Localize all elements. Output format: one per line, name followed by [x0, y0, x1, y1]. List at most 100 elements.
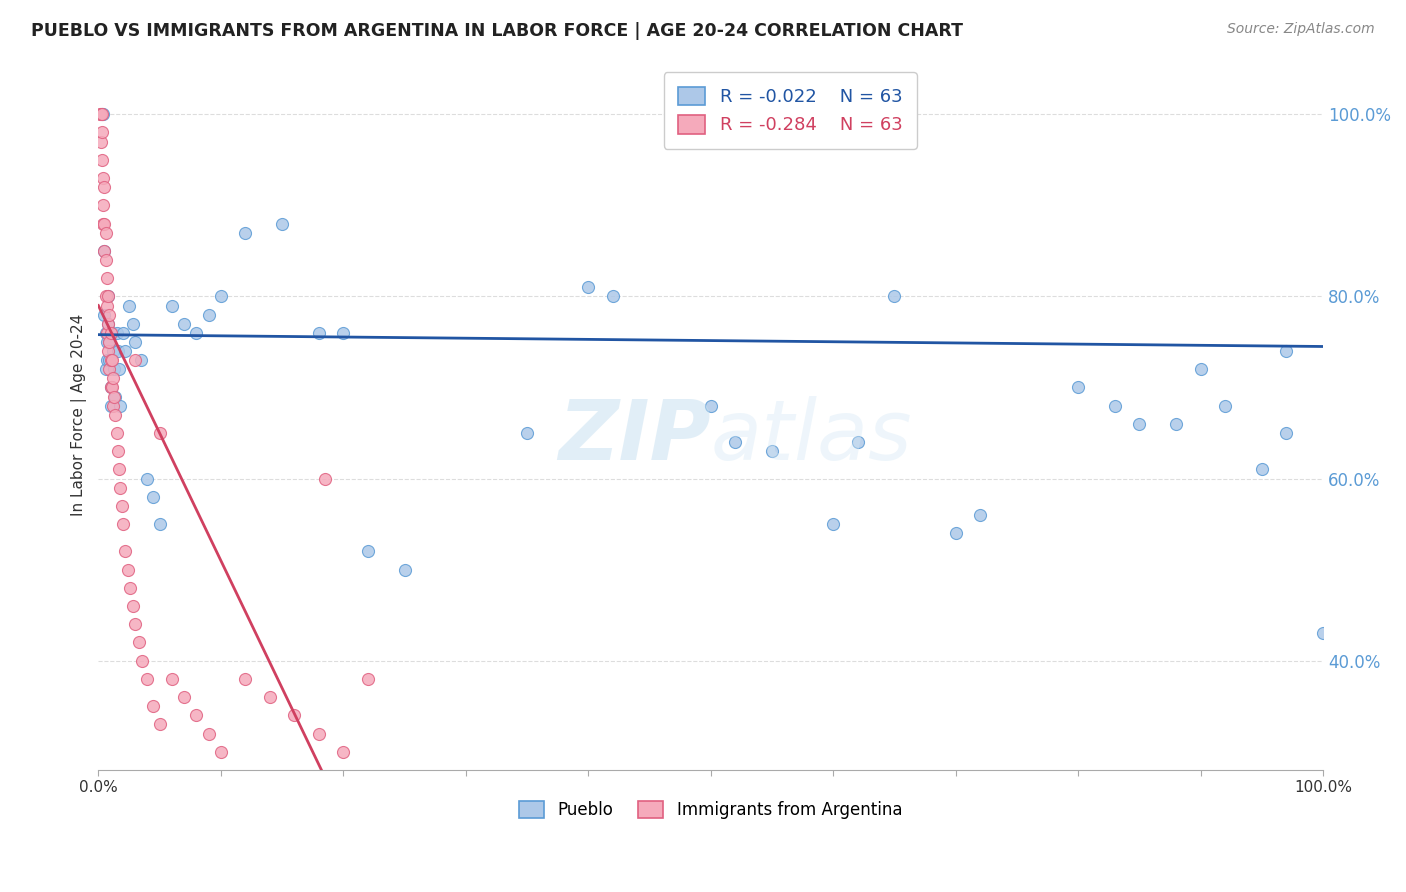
Point: [97, 289, 120, 303]
Y-axis label: In Labor Force | Age 20-24: In Labor Force | Age 20-24: [72, 314, 87, 516]
Point: [1312, 626, 1334, 640]
Point: [160, 672, 183, 686]
Point: [104, 408, 127, 422]
Point: [1166, 417, 1188, 431]
Point: [100, 380, 122, 394]
Point: [1128, 417, 1150, 431]
Point: [93, 244, 115, 258]
Point: [129, 353, 152, 368]
Point: [97, 317, 120, 331]
Point: [108, 462, 131, 476]
Point: [91, 153, 114, 167]
Point: [96, 326, 118, 340]
Point: [186, 326, 208, 340]
Point: [105, 326, 128, 340]
Point: [149, 517, 172, 532]
Point: [142, 490, 165, 504]
Text: ZIP: ZIP: [558, 396, 711, 476]
Point: [233, 672, 256, 686]
Point: [149, 425, 172, 440]
Point: [110, 399, 132, 413]
Point: [89, 107, 111, 121]
Point: [100, 380, 122, 394]
Text: PUEBLO VS IMMIGRANTS FROM ARGENTINA IN LABOR FORCE | AGE 20-24 CORRELATION CHART: PUEBLO VS IMMIGRANTS FROM ARGENTINA IN L…: [31, 22, 963, 40]
Point: [97, 317, 120, 331]
Point: [131, 654, 153, 668]
Point: [197, 308, 219, 322]
Point: [283, 708, 305, 723]
Point: [96, 298, 118, 312]
Point: [111, 517, 134, 532]
Point: [97, 344, 120, 359]
Point: [823, 517, 845, 532]
Point: [94, 252, 117, 267]
Point: [98, 362, 121, 376]
Text: Source: ZipAtlas.com: Source: ZipAtlas.com: [1227, 22, 1375, 37]
Point: [93, 180, 115, 194]
Legend: Pueblo, Immigrants from Argentina: Pueblo, Immigrants from Argentina: [513, 794, 908, 826]
Point: [1067, 380, 1090, 394]
Point: [149, 717, 172, 731]
Point: [124, 334, 146, 349]
Text: atlas: atlas: [711, 396, 912, 476]
Point: [101, 380, 124, 394]
Point: [96, 353, 118, 368]
Point: [883, 289, 905, 303]
Point: [308, 726, 330, 740]
Point: [724, 435, 747, 450]
Point: [94, 362, 117, 376]
Point: [1275, 344, 1298, 359]
Point: [1189, 362, 1212, 376]
Point: [101, 371, 124, 385]
Point: [1104, 399, 1126, 413]
Point: [104, 390, 127, 404]
Point: [308, 326, 330, 340]
Point: [173, 317, 195, 331]
Point: [394, 563, 416, 577]
Point: [124, 353, 146, 368]
Point: [516, 425, 538, 440]
Point: [173, 690, 195, 705]
Point: [142, 699, 165, 714]
Point: [259, 690, 281, 705]
Point: [91, 107, 114, 121]
Point: [357, 672, 380, 686]
Point: [271, 217, 294, 231]
Point: [94, 226, 117, 240]
Point: [93, 217, 115, 231]
Point: [96, 334, 118, 349]
Point: [111, 326, 134, 340]
Point: [93, 308, 115, 322]
Point: [117, 563, 139, 577]
Point: [111, 499, 134, 513]
Point: [136, 672, 159, 686]
Point: [100, 326, 122, 340]
Point: [186, 708, 208, 723]
Point: [101, 326, 124, 340]
Point: [98, 334, 121, 349]
Point: [100, 399, 122, 413]
Point: [118, 298, 141, 312]
Point: [700, 399, 723, 413]
Point: [107, 344, 129, 359]
Point: [94, 289, 117, 303]
Point: [93, 244, 115, 258]
Point: [101, 344, 124, 359]
Point: [1251, 462, 1274, 476]
Point: [101, 353, 124, 368]
Point: [332, 326, 354, 340]
Point: [136, 471, 159, 485]
Point: [90, 107, 112, 121]
Point: [602, 289, 624, 303]
Point: [114, 544, 136, 558]
Point: [576, 280, 599, 294]
Point: [91, 171, 114, 186]
Point: [209, 745, 232, 759]
Point: [233, 226, 256, 240]
Point: [197, 726, 219, 740]
Point: [91, 125, 114, 139]
Point: [97, 289, 120, 303]
Point: [91, 217, 114, 231]
Point: [114, 344, 136, 359]
Point: [969, 508, 991, 522]
